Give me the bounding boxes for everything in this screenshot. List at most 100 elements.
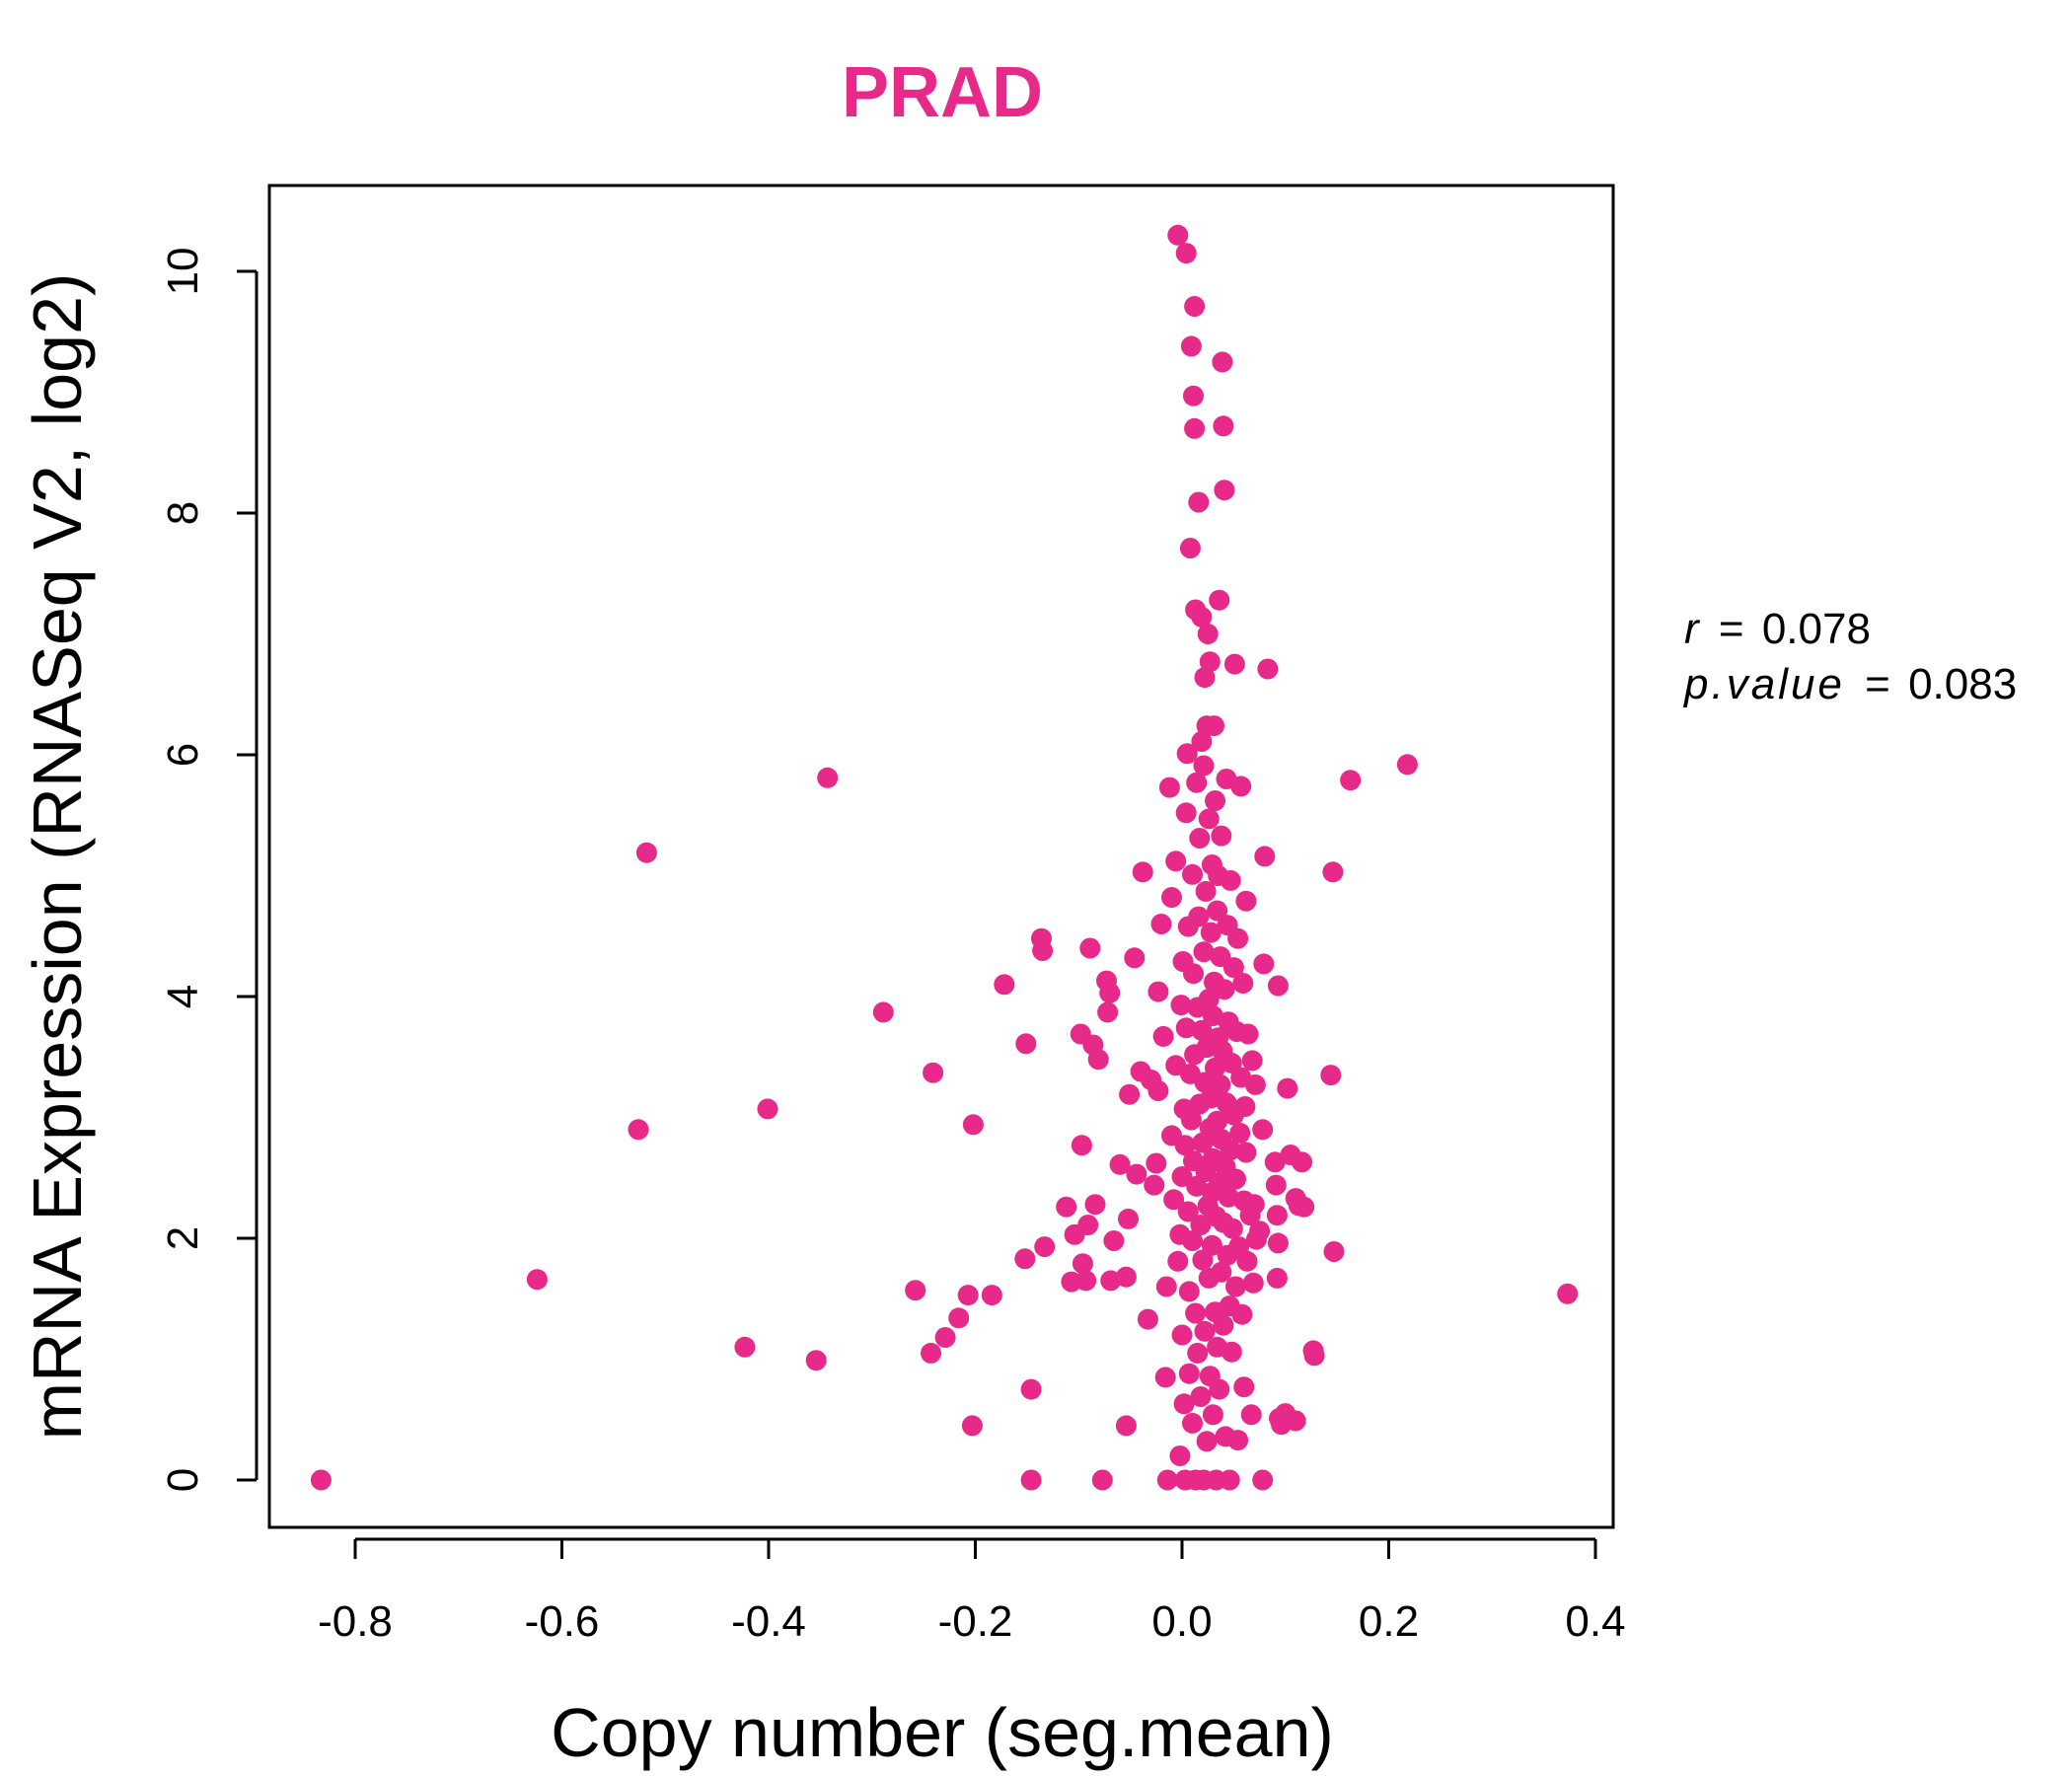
- data-point: [1195, 880, 1217, 902]
- data-point: [1193, 941, 1215, 963]
- data-point: [1209, 1378, 1230, 1400]
- data-point: [1243, 1194, 1265, 1216]
- data-point: [1087, 1049, 1109, 1071]
- data-point: [1204, 715, 1224, 737]
- data-point: [1235, 1142, 1257, 1163]
- data-point: [921, 1342, 941, 1364]
- data-point: [1223, 653, 1245, 675]
- x-axis-label: Copy number (seg.mean): [551, 1694, 1334, 1771]
- data-point: [1252, 1469, 1274, 1491]
- data-point: [1202, 1404, 1223, 1426]
- data-point: [1201, 1234, 1222, 1256]
- data-point: [948, 1307, 970, 1329]
- data-point: [1209, 589, 1230, 611]
- y-axis-label: mRNA Expression (RNASeq V2, log2): [19, 273, 96, 1441]
- data-point: [1211, 1261, 1232, 1283]
- data-point: [1169, 1445, 1191, 1466]
- data-point: [1191, 731, 1213, 752]
- data-point: [1180, 335, 1202, 357]
- r-value: 0.078: [1762, 605, 1871, 653]
- data-point: [1174, 1135, 1196, 1156]
- r-label: r: [1684, 605, 1701, 653]
- data-point: [1193, 755, 1215, 777]
- data-point: [1200, 922, 1221, 943]
- data-point: [1220, 1140, 1241, 1161]
- data-point: [1207, 900, 1228, 922]
- data-point: [1194, 1320, 1216, 1342]
- data-point: [1212, 351, 1233, 373]
- data-point: [1182, 863, 1203, 885]
- data-point: [1557, 1283, 1579, 1304]
- data-point: [1242, 1272, 1264, 1294]
- data-point: [1236, 1250, 1258, 1272]
- data-point: [1292, 1151, 1312, 1173]
- data-point: [1146, 1152, 1167, 1174]
- data-point: [1020, 1469, 1042, 1491]
- data-point: [1265, 1174, 1287, 1196]
- data-point: [1115, 1266, 1137, 1288]
- data-point: [1144, 1174, 1165, 1196]
- y-tick-label: 2: [159, 1226, 207, 1250]
- data-point: [757, 1098, 778, 1120]
- r-statistic: r = 0.078: [1684, 605, 1871, 653]
- data-point: [805, 1350, 827, 1371]
- p-value: 0.083: [1908, 660, 2017, 708]
- data-point: [1220, 869, 1241, 891]
- data-point: [961, 1415, 983, 1437]
- data-point: [1244, 1073, 1266, 1095]
- data-point: [1249, 1221, 1271, 1242]
- data-point: [1252, 1119, 1274, 1141]
- data-point: [1225, 1168, 1246, 1190]
- data-point: [1173, 1393, 1195, 1415]
- data-point: [1241, 1050, 1263, 1072]
- data-point: [1214, 979, 1235, 1000]
- data-point: [1221, 1341, 1242, 1363]
- data-point: [1229, 1122, 1251, 1144]
- data-point: [1285, 1410, 1306, 1432]
- data-point: [1132, 861, 1153, 883]
- data-point: [1267, 975, 1289, 997]
- plot-frame: [267, 184, 1615, 1529]
- points-layer: [310, 224, 1579, 1491]
- data-point: [1084, 1194, 1106, 1216]
- data-point: [1199, 651, 1221, 673]
- data-point: [1190, 1215, 1212, 1235]
- data-point: [1115, 1415, 1137, 1437]
- data-point: [957, 1285, 979, 1306]
- data-point: [1198, 989, 1220, 1009]
- data-point: [734, 1336, 756, 1358]
- data-point: [1218, 1186, 1239, 1208]
- data-point: [1197, 624, 1219, 644]
- data-point: [981, 1285, 1002, 1306]
- data-point: [1175, 802, 1197, 824]
- data-point: [1119, 1083, 1141, 1105]
- data-point: [1211, 825, 1232, 847]
- data-point: [1225, 1276, 1246, 1297]
- data-point: [1150, 914, 1172, 934]
- y-tick-label: 8: [159, 501, 207, 525]
- x-tick-label: -0.6: [525, 1597, 600, 1646]
- x-tick-label: -0.8: [318, 1597, 393, 1646]
- data-point: [1191, 1019, 1213, 1041]
- x-tick-label: 0.0: [1151, 1597, 1212, 1646]
- data-point: [1240, 1404, 1262, 1426]
- data-point: [1188, 906, 1210, 927]
- data-point: [526, 1269, 548, 1291]
- y-tick-label: 0: [159, 1468, 207, 1492]
- data-point: [1233, 1376, 1255, 1398]
- p-equals: =: [1865, 660, 1890, 708]
- data-point: [1158, 777, 1180, 798]
- data-point: [1156, 1469, 1178, 1491]
- data-point: [1187, 1342, 1209, 1364]
- data-point: [1072, 1253, 1093, 1275]
- data-point: [1186, 772, 1208, 793]
- data-point: [1182, 1230, 1203, 1251]
- data-point: [1056, 1196, 1077, 1218]
- data-point: [1137, 1308, 1158, 1330]
- data-point: [1185, 1302, 1207, 1324]
- data-point: [1075, 1270, 1097, 1292]
- data-point: [1154, 1367, 1176, 1388]
- y-tick-label: 6: [159, 743, 207, 767]
